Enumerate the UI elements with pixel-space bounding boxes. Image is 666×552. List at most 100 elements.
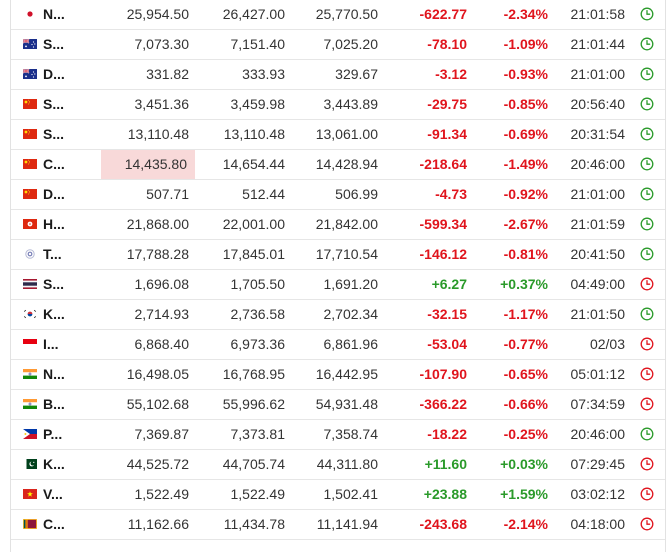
change-value: -3.12: [435, 66, 467, 82]
high-price: 2,736.58: [230, 306, 286, 322]
australia-flag-icon: [23, 69, 37, 79]
table-row[interactable]: H... 21,868.00 22,001.00 21,842.00 -599.34 -2…: [11, 210, 665, 240]
index-name-link[interactable]: S...: [43, 96, 65, 112]
last-price: 44,525.72: [126, 456, 189, 472]
change-value: -218.64: [419, 156, 467, 172]
change-value: -4.73: [435, 186, 467, 202]
table-row[interactable]: B... 55,102.68 55,996.62 54,931.48 -366.22 -0…: [11, 390, 665, 420]
index-name-link[interactable]: B...: [43, 396, 65, 412]
change-value: -78.10: [427, 36, 467, 52]
last-price: 17,788.28: [126, 246, 189, 262]
change-percent: +0.37%: [500, 276, 548, 292]
table-row[interactable]: K... 44,525.72 44,705.74 44,311.80 +11.60 +0.…: [11, 450, 665, 480]
update-time: 21:01:44: [570, 36, 626, 52]
low-price: 3,443.89: [323, 96, 379, 112]
high-price: 26,427.00: [222, 6, 285, 22]
table-row[interactable]: N... 25,954.50 26,427.00 25,770.50 -622.77 -2…: [11, 0, 665, 30]
update-time: 20:46:00: [570, 426, 626, 442]
high-price: 512.44: [242, 186, 285, 202]
last-price: 16,498.05: [126, 366, 189, 382]
update-time: 03:02:12: [570, 486, 626, 502]
index-name-link[interactable]: K...: [43, 456, 65, 472]
update-time: 20:46:00: [570, 156, 626, 172]
index-name-link[interactable]: D...: [43, 66, 65, 82]
update-time: 21:01:58: [570, 6, 626, 22]
change-value: -146.12: [419, 246, 467, 262]
change-value: -29.75: [427, 96, 467, 112]
table-row[interactable]: C... 14,435.80 14,654.44 14,428.94 -218.64 -1…: [11, 150, 665, 180]
update-time: 07:34:59: [570, 396, 626, 412]
table-row[interactable]: P... 7,369.87 7,373.81 7,358.74 -18.22 -0.25%…: [11, 420, 665, 450]
index-name-link[interactable]: I...: [43, 336, 59, 352]
index-name-link[interactable]: N...: [43, 366, 65, 382]
change-value: -18.22: [427, 426, 467, 442]
high-price: 22,001.00: [222, 216, 285, 232]
japan-flag-icon: [23, 9, 37, 19]
high-price: 55,996.62: [222, 396, 285, 412]
table-row[interactable]: K... 2,714.93 2,736.58 2,702.34 -32.15 -1.17%…: [11, 300, 665, 330]
index-name-link[interactable]: H...: [43, 216, 65, 232]
last-price: 2,714.93: [134, 306, 190, 322]
china-flag-icon: [23, 159, 37, 169]
taiwan-flag-icon: [23, 249, 37, 259]
index-name-link[interactable]: C...: [43, 156, 65, 172]
last-price: 7,369.87: [134, 426, 190, 442]
vietnam-flag-icon: [23, 489, 37, 499]
table-row[interactable]: S... 13,110.48 13,110.48 13,061.00 -91.34 -0.…: [11, 120, 665, 150]
market-closed-clock-icon: [640, 397, 654, 411]
index-name-link[interactable]: S...: [43, 276, 65, 292]
high-price: 11,434.78: [223, 516, 285, 532]
table-row[interactable]: C... 11,162.66 11,434.78 11,141.94 -243.68 -2…: [11, 510, 665, 540]
index-name-link[interactable]: N...: [43, 6, 65, 22]
table-row[interactable]: S... 3,451.36 3,459.98 3,443.89 -29.75 -0.85%…: [11, 90, 665, 120]
table-row[interactable]: S... 1,696.08 1,705.50 1,691.20 +6.27 +0.37% 0…: [11, 270, 665, 300]
high-price: 44,705.74: [222, 456, 285, 472]
low-price: 7,358.74: [323, 426, 379, 442]
change-percent: -0.81%: [503, 246, 548, 262]
update-time: 20:31:54: [570, 126, 626, 142]
table-row[interactable]: T... 17,788.28 17,845.01 17,710.54 -146.12 -0…: [11, 240, 665, 270]
change-percent: -0.93%: [503, 66, 548, 82]
index-name-link[interactable]: D...: [43, 186, 65, 202]
market-closed-clock-icon: [640, 457, 654, 471]
last-price: 14,435.80: [101, 150, 195, 179]
table-row[interactable]: V... 1,522.49 1,522.49 1,502.41 +23.88 +1.59%…: [11, 480, 665, 510]
change-value: -599.34: [419, 216, 467, 232]
change-value: +6.27: [431, 276, 467, 292]
market-open-clock-icon: [640, 7, 654, 21]
index-name-link[interactable]: T...: [43, 246, 62, 262]
low-price: 16,442.95: [315, 366, 378, 382]
index-name-link[interactable]: S...: [43, 36, 65, 52]
index-name-link[interactable]: C...: [43, 516, 65, 532]
indices-table: N... 25,954.50 26,427.00 25,770.50 -622.77 -2…: [10, 0, 666, 552]
index-name-link[interactable]: K...: [43, 306, 65, 322]
table-row[interactable]: N... 16,498.05 16,768.95 16,442.95 -107.90 -0…: [11, 360, 665, 390]
market-closed-clock-icon: [640, 277, 654, 291]
market-open-clock-icon: [640, 187, 654, 201]
market-open-clock-icon: [640, 247, 654, 261]
china-flag-icon: [23, 189, 37, 199]
market-closed-clock-icon: [640, 487, 654, 501]
last-price: 331.82: [146, 66, 189, 82]
index-name-link[interactable]: S...: [43, 126, 65, 142]
change-value: -243.68: [419, 516, 467, 532]
thailand-flag-icon: [23, 279, 37, 289]
change-value: -91.34: [427, 126, 467, 142]
low-price: 6,861.96: [323, 336, 379, 352]
change-value: -107.90: [419, 366, 467, 382]
low-price: 44,311.80: [316, 456, 378, 472]
update-time: 20:56:40: [570, 96, 626, 112]
change-percent: +0.03%: [500, 456, 548, 472]
table-row[interactable]: I... 6,868.40 6,973.36 6,861.96 -53.04 -0.77%…: [11, 330, 665, 360]
high-price: 16,768.95: [222, 366, 285, 382]
index-name-link[interactable]: P...: [43, 426, 63, 442]
last-price: 6,868.40: [134, 336, 190, 352]
low-price: 506.99: [335, 186, 378, 202]
high-price: 6,973.36: [230, 336, 286, 352]
index-name-link[interactable]: V...: [43, 486, 63, 502]
change-percent: -2.34%: [503, 6, 548, 22]
table-row[interactable]: S... 7,073.30 7,151.40 7,025.20 -78.10 -1.09%…: [11, 30, 665, 60]
table-row[interactable]: D... 507.71 512.44 506.99 -4.73 -0.92% 21:01:0…: [11, 180, 665, 210]
update-time: 04:49:00: [570, 276, 626, 292]
table-row[interactable]: D... 331.82 333.93 329.67 -3.12 -0.93% 21:01:0…: [11, 60, 665, 90]
